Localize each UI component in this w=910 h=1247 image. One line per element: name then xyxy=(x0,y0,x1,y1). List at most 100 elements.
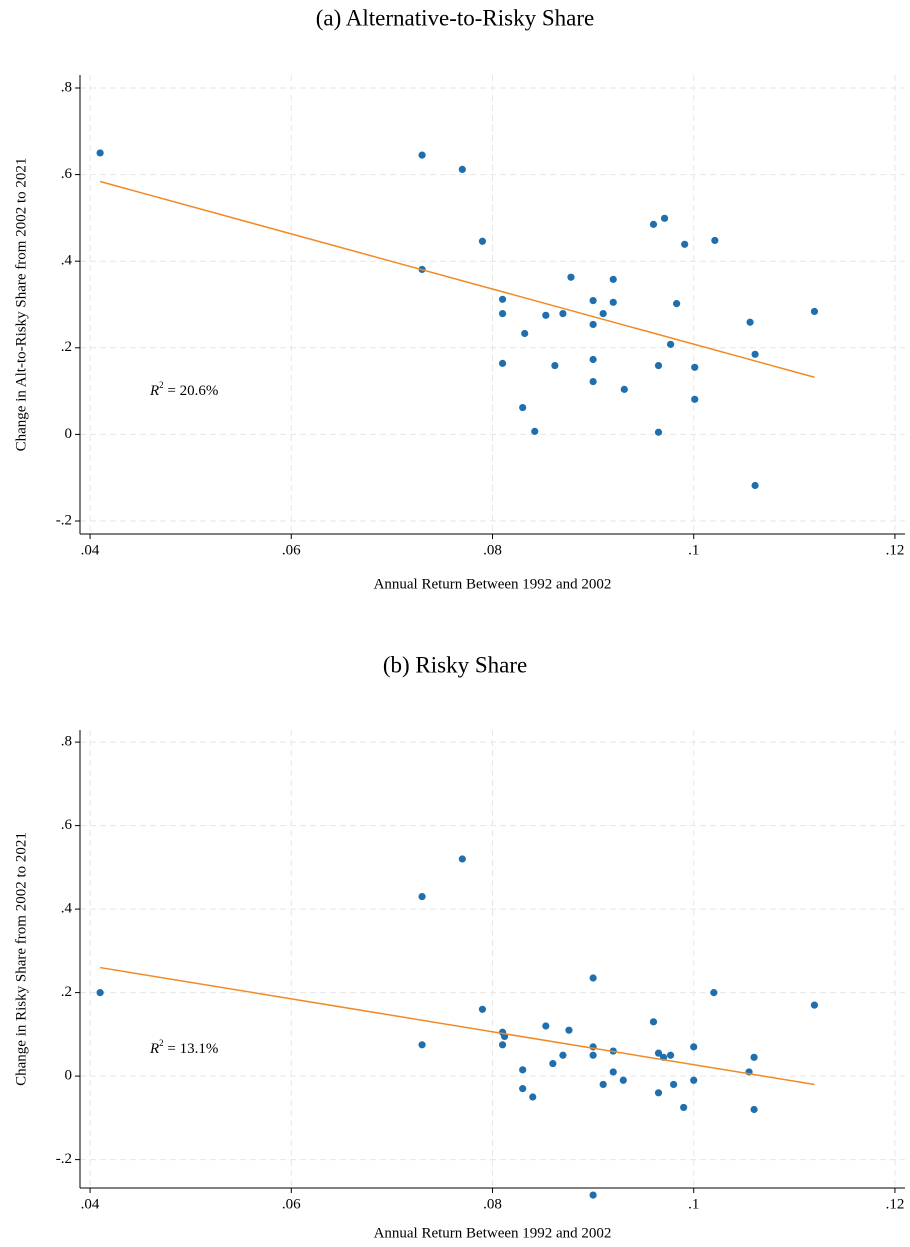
point xyxy=(519,403,527,412)
annotation-symbol: R xyxy=(149,1041,159,1057)
point xyxy=(498,359,507,367)
point xyxy=(666,1051,675,1059)
y-tick-label: .4 xyxy=(61,253,73,269)
point xyxy=(620,385,628,393)
point xyxy=(609,275,617,283)
x-tick-label: .08 xyxy=(483,1196,502,1212)
fit-line xyxy=(100,966,815,1086)
point xyxy=(458,165,466,173)
point xyxy=(498,309,507,318)
y-axis-title: Change in Risky Share from 2002 to 2021 xyxy=(13,832,29,1086)
x-tick-label: .08 xyxy=(483,542,502,558)
point xyxy=(498,295,507,303)
panel: (a) Alternative-to-Risky Share -.2 0 .2 .4 .6… xyxy=(13,5,905,592)
point xyxy=(542,1022,550,1030)
point xyxy=(458,855,466,863)
point xyxy=(654,1089,663,1097)
point xyxy=(654,361,663,370)
y-tick-label: 0 xyxy=(65,1068,73,1084)
x-tick-label: .12 xyxy=(886,1196,905,1212)
point xyxy=(810,307,819,316)
x-axis-title: Annual Return Between 1992 and 2002 xyxy=(374,1225,612,1241)
point xyxy=(519,1066,527,1074)
point xyxy=(96,149,104,157)
y-tick-label: .8 xyxy=(61,734,72,750)
annotation: R2 = 13.1% xyxy=(149,1038,218,1057)
chart-title: (b) Risky Share xyxy=(383,652,527,677)
y-tick-label: .2 xyxy=(61,339,72,355)
point xyxy=(96,989,104,997)
point xyxy=(589,1051,597,1059)
point xyxy=(599,309,607,318)
point xyxy=(690,1076,698,1084)
x-tick-label: .04 xyxy=(81,542,100,558)
point xyxy=(589,355,597,364)
annotation-text: = 20.6% xyxy=(164,383,219,399)
point xyxy=(750,1105,758,1114)
annotation-superscript: 2 xyxy=(159,380,164,390)
point xyxy=(619,1076,627,1084)
panel: (b) Risky Share -.2 0 .2 .4 .6 .8 .04 .06 .08 .1 .1… xyxy=(13,652,905,1241)
x-axis-title: Annual Return Between 1992 and 2002 xyxy=(374,576,612,592)
point xyxy=(649,1018,658,1026)
point xyxy=(519,1085,527,1093)
point xyxy=(589,377,597,386)
y-tick-label: .2 xyxy=(61,984,72,1000)
point xyxy=(599,1080,607,1089)
y-tick-label: .6 xyxy=(61,166,73,182)
point xyxy=(666,340,675,348)
x-tick-label: .06 xyxy=(282,542,301,558)
point xyxy=(649,220,658,228)
x-tick-label: .12 xyxy=(886,542,905,558)
point xyxy=(529,1093,537,1101)
point xyxy=(690,1043,698,1051)
annotation-superscript: 2 xyxy=(159,1038,164,1048)
point xyxy=(751,481,759,490)
y-tick-label: 0 xyxy=(65,426,73,442)
point xyxy=(654,428,663,436)
point xyxy=(660,214,669,222)
point xyxy=(559,309,567,318)
point xyxy=(711,236,719,245)
point xyxy=(478,1005,487,1013)
point xyxy=(549,1059,557,1068)
point xyxy=(565,1026,573,1034)
point xyxy=(681,240,689,248)
point xyxy=(810,1001,819,1009)
point xyxy=(478,237,487,245)
x-tick-label: .06 xyxy=(282,1196,301,1212)
point xyxy=(531,427,539,435)
point xyxy=(589,974,597,982)
point xyxy=(680,1103,688,1112)
point xyxy=(418,151,426,159)
point xyxy=(609,298,617,306)
point xyxy=(654,1049,663,1057)
point xyxy=(750,1053,758,1061)
point xyxy=(710,989,718,997)
point xyxy=(609,1068,617,1076)
y-axis-title: Change in Alt-to-Risky Share from 2002 t… xyxy=(13,158,29,452)
x-tick-label: .1 xyxy=(688,542,699,558)
point xyxy=(567,273,575,281)
x-tick-label: .04 xyxy=(81,1196,100,1212)
x-tick-label: .1 xyxy=(688,1196,699,1212)
point xyxy=(589,320,597,329)
point xyxy=(589,1191,597,1199)
point xyxy=(751,350,759,358)
point xyxy=(542,311,550,319)
point xyxy=(691,395,699,403)
y-tick-label: -.2 xyxy=(56,1151,72,1167)
annotation-symbol: R xyxy=(149,383,159,399)
point xyxy=(746,318,754,326)
point xyxy=(521,329,529,338)
annotation: R2 = 20.6% xyxy=(149,380,218,399)
point xyxy=(691,363,699,371)
point xyxy=(559,1051,567,1059)
point xyxy=(551,361,559,370)
point xyxy=(418,892,426,901)
point xyxy=(589,297,597,305)
fit-line xyxy=(99,180,815,378)
point xyxy=(418,1041,426,1049)
annotation-text: = 13.1% xyxy=(164,1041,219,1057)
